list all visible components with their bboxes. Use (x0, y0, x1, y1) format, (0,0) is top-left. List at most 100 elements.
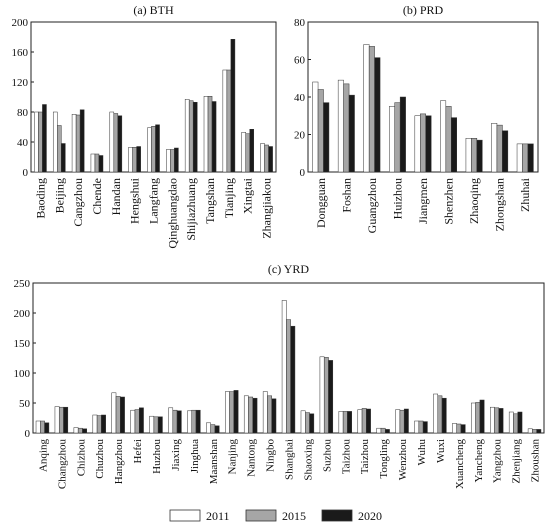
bar (513, 413, 519, 434)
bar (385, 429, 390, 434)
category-label: Shijiazhuang (184, 178, 198, 241)
category-label: Jiaxing (170, 439, 182, 471)
category-label: Tangshan (203, 178, 217, 224)
category-label: Dongguan (314, 178, 328, 228)
bar (44, 422, 50, 434)
bar (420, 113, 426, 173)
category-label: Hefei (132, 439, 144, 463)
bar (494, 407, 500, 434)
bar (496, 124, 503, 173)
category-label: Huzhou (151, 439, 163, 474)
bar (73, 427, 79, 434)
y-tick-label: 60 (294, 55, 306, 67)
bar (120, 396, 125, 434)
category-label: Shanghai (284, 439, 296, 480)
bar (475, 402, 481, 434)
bar (109, 111, 115, 173)
bar (498, 408, 504, 434)
bar (338, 411, 344, 434)
bar (323, 102, 330, 173)
bar (63, 406, 69, 434)
category-label: Qinghuangdao (165, 178, 179, 249)
bar (52, 111, 58, 173)
category-label: Wuhu (416, 439, 428, 466)
bar (82, 428, 87, 434)
bar (230, 39, 236, 173)
bar (243, 395, 249, 434)
bar (229, 391, 235, 434)
bar (206, 422, 211, 434)
bar (166, 149, 171, 173)
bar (363, 44, 370, 173)
bar (268, 146, 273, 173)
category-label: Beijing (52, 178, 66, 213)
chart-title: (a) BTH (133, 3, 174, 17)
bar (323, 357, 329, 434)
bar (136, 146, 141, 173)
bar (54, 406, 60, 434)
legend-swatch (245, 509, 277, 522)
bar (155, 124, 160, 173)
y-tick-label: 120 (12, 77, 29, 89)
y-tick-label: 150 (14, 338, 31, 350)
category-label: Chuzhou (94, 439, 106, 479)
y-tick-label: 80 (17, 107, 29, 119)
bar (517, 411, 523, 434)
bar (271, 398, 277, 434)
category-label: Xingtai (241, 177, 255, 214)
bar (508, 411, 514, 434)
bar (361, 408, 367, 434)
category-label: Zhenjiang (511, 439, 523, 484)
bar (214, 425, 220, 434)
category-label: Jiangmen (416, 178, 430, 224)
bar (94, 153, 100, 173)
bar (128, 147, 133, 173)
bar (305, 412, 310, 434)
bar (113, 113, 119, 173)
bar (532, 429, 537, 434)
bar (399, 409, 405, 434)
category-label: Foshan (339, 178, 353, 213)
bar (248, 396, 254, 434)
category-label: Tianjing (222, 178, 236, 218)
bar (96, 415, 102, 434)
category-label: Shenzhen (442, 178, 456, 225)
bar (368, 46, 375, 173)
bar (536, 429, 542, 434)
y-tick-label: 80 (294, 17, 306, 29)
bar (191, 409, 197, 434)
bar (222, 69, 228, 173)
category-label: Zhuhai (518, 177, 532, 212)
y-tick-label: 40 (294, 92, 306, 104)
bar (115, 396, 121, 434)
category-label: Jinghua (189, 439, 201, 473)
bar (414, 420, 420, 434)
category-label: Chizhou (75, 439, 87, 477)
category-label: Hangzhou (113, 439, 125, 485)
category-label: Zhaoqing (467, 178, 481, 224)
bar (151, 126, 156, 173)
bar (61, 143, 66, 173)
bar (451, 117, 457, 173)
bar (58, 406, 64, 434)
category-label: Nantong (246, 439, 258, 477)
category-label: Ningbo (265, 439, 277, 473)
category-label: Anqing (37, 439, 49, 473)
bar (187, 410, 192, 434)
bar (241, 132, 246, 173)
bar (225, 391, 230, 434)
category-label: Hengshui (128, 177, 142, 224)
bar (422, 421, 428, 434)
bar (117, 115, 123, 173)
bar (176, 410, 182, 434)
bar (195, 409, 201, 434)
bar (210, 424, 216, 434)
category-label: Langfang (147, 178, 161, 224)
bar (172, 409, 178, 434)
bar (312, 81, 319, 173)
bar (476, 139, 483, 173)
bar (479, 399, 485, 434)
bar (157, 416, 163, 434)
bar (456, 423, 462, 434)
bar (264, 144, 269, 173)
